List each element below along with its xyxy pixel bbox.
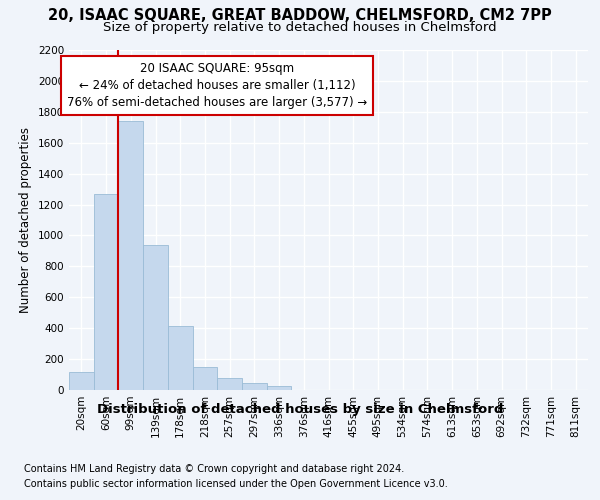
Text: Contains HM Land Registry data © Crown copyright and database right 2024.: Contains HM Land Registry data © Crown c…: [24, 464, 404, 474]
Bar: [217, 378, 242, 390]
Text: 20, ISAAC SQUARE, GREAT BADDOW, CHELMSFORD, CM2 7PP: 20, ISAAC SQUARE, GREAT BADDOW, CHELMSFO…: [48, 8, 552, 24]
Bar: [118, 121, 143, 390]
Bar: [69, 372, 94, 390]
Y-axis label: Number of detached properties: Number of detached properties: [19, 127, 32, 313]
Bar: [94, 194, 118, 390]
Bar: [193, 367, 217, 390]
Bar: [267, 386, 292, 390]
Text: Size of property relative to detached houses in Chelmsford: Size of property relative to detached ho…: [103, 21, 497, 34]
Text: 20 ISAAC SQUARE: 95sqm
← 24% of detached houses are smaller (1,112)
76% of semi-: 20 ISAAC SQUARE: 95sqm ← 24% of detached…: [67, 62, 367, 109]
Text: Distribution of detached houses by size in Chelmsford: Distribution of detached houses by size …: [97, 402, 503, 415]
Text: Contains public sector information licensed under the Open Government Licence v3: Contains public sector information licen…: [24, 479, 448, 489]
Bar: [168, 326, 193, 390]
Bar: [143, 244, 168, 390]
Bar: [242, 383, 267, 390]
